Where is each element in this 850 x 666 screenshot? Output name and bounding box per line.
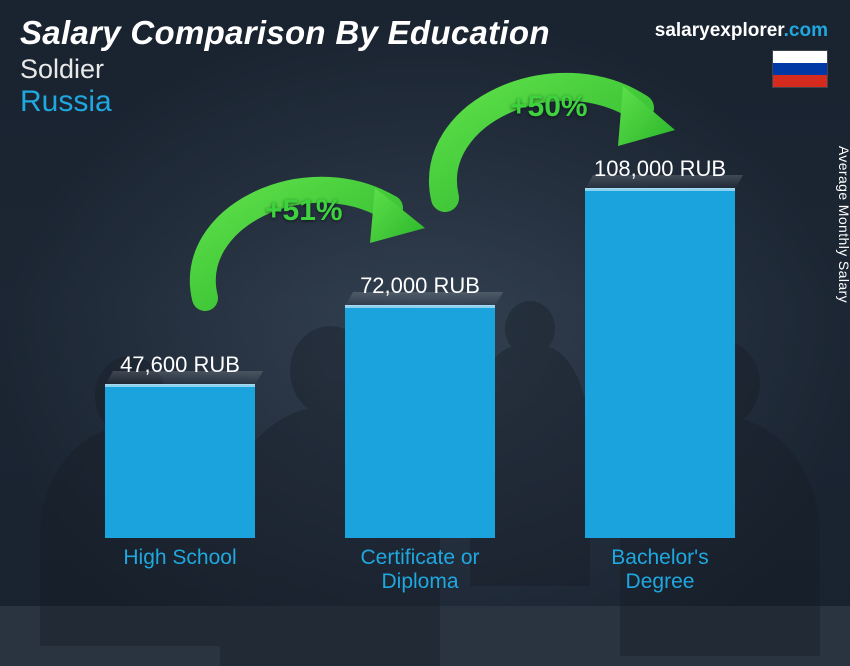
flag-stripe-1 xyxy=(773,51,827,63)
flag-stripe-3 xyxy=(773,75,827,87)
bar xyxy=(105,384,255,538)
flag-stripe-2 xyxy=(773,63,827,75)
x-label: High School xyxy=(80,546,280,594)
country-flag-icon xyxy=(772,50,828,88)
bar xyxy=(585,188,735,538)
bar-chart: 47,600 RUB 72,000 RUB 108,000 RUB xyxy=(60,150,780,538)
x-axis-labels: High School Certificate orDiploma Bachel… xyxy=(60,546,780,594)
brand-name: salaryexplorer xyxy=(655,20,784,41)
bars-container: 47,600 RUB 72,000 RUB 108,000 RUB xyxy=(60,150,780,538)
chart-country: Russia xyxy=(20,85,830,119)
chart-subtitle: Soldier xyxy=(20,54,830,85)
x-label: Bachelor'sDegree xyxy=(560,546,760,594)
bar-group: 72,000 RUB xyxy=(320,273,520,538)
x-label: Certificate orDiploma xyxy=(320,546,520,594)
bar-group: 108,000 RUB xyxy=(560,156,760,538)
y-axis-label: Average Monthly Salary xyxy=(836,146,850,303)
brand-logo: salaryexplorer.com xyxy=(655,20,828,42)
bar xyxy=(345,305,495,538)
brand-suffix: .com xyxy=(784,20,828,41)
bar-group: 47,600 RUB xyxy=(80,352,280,538)
